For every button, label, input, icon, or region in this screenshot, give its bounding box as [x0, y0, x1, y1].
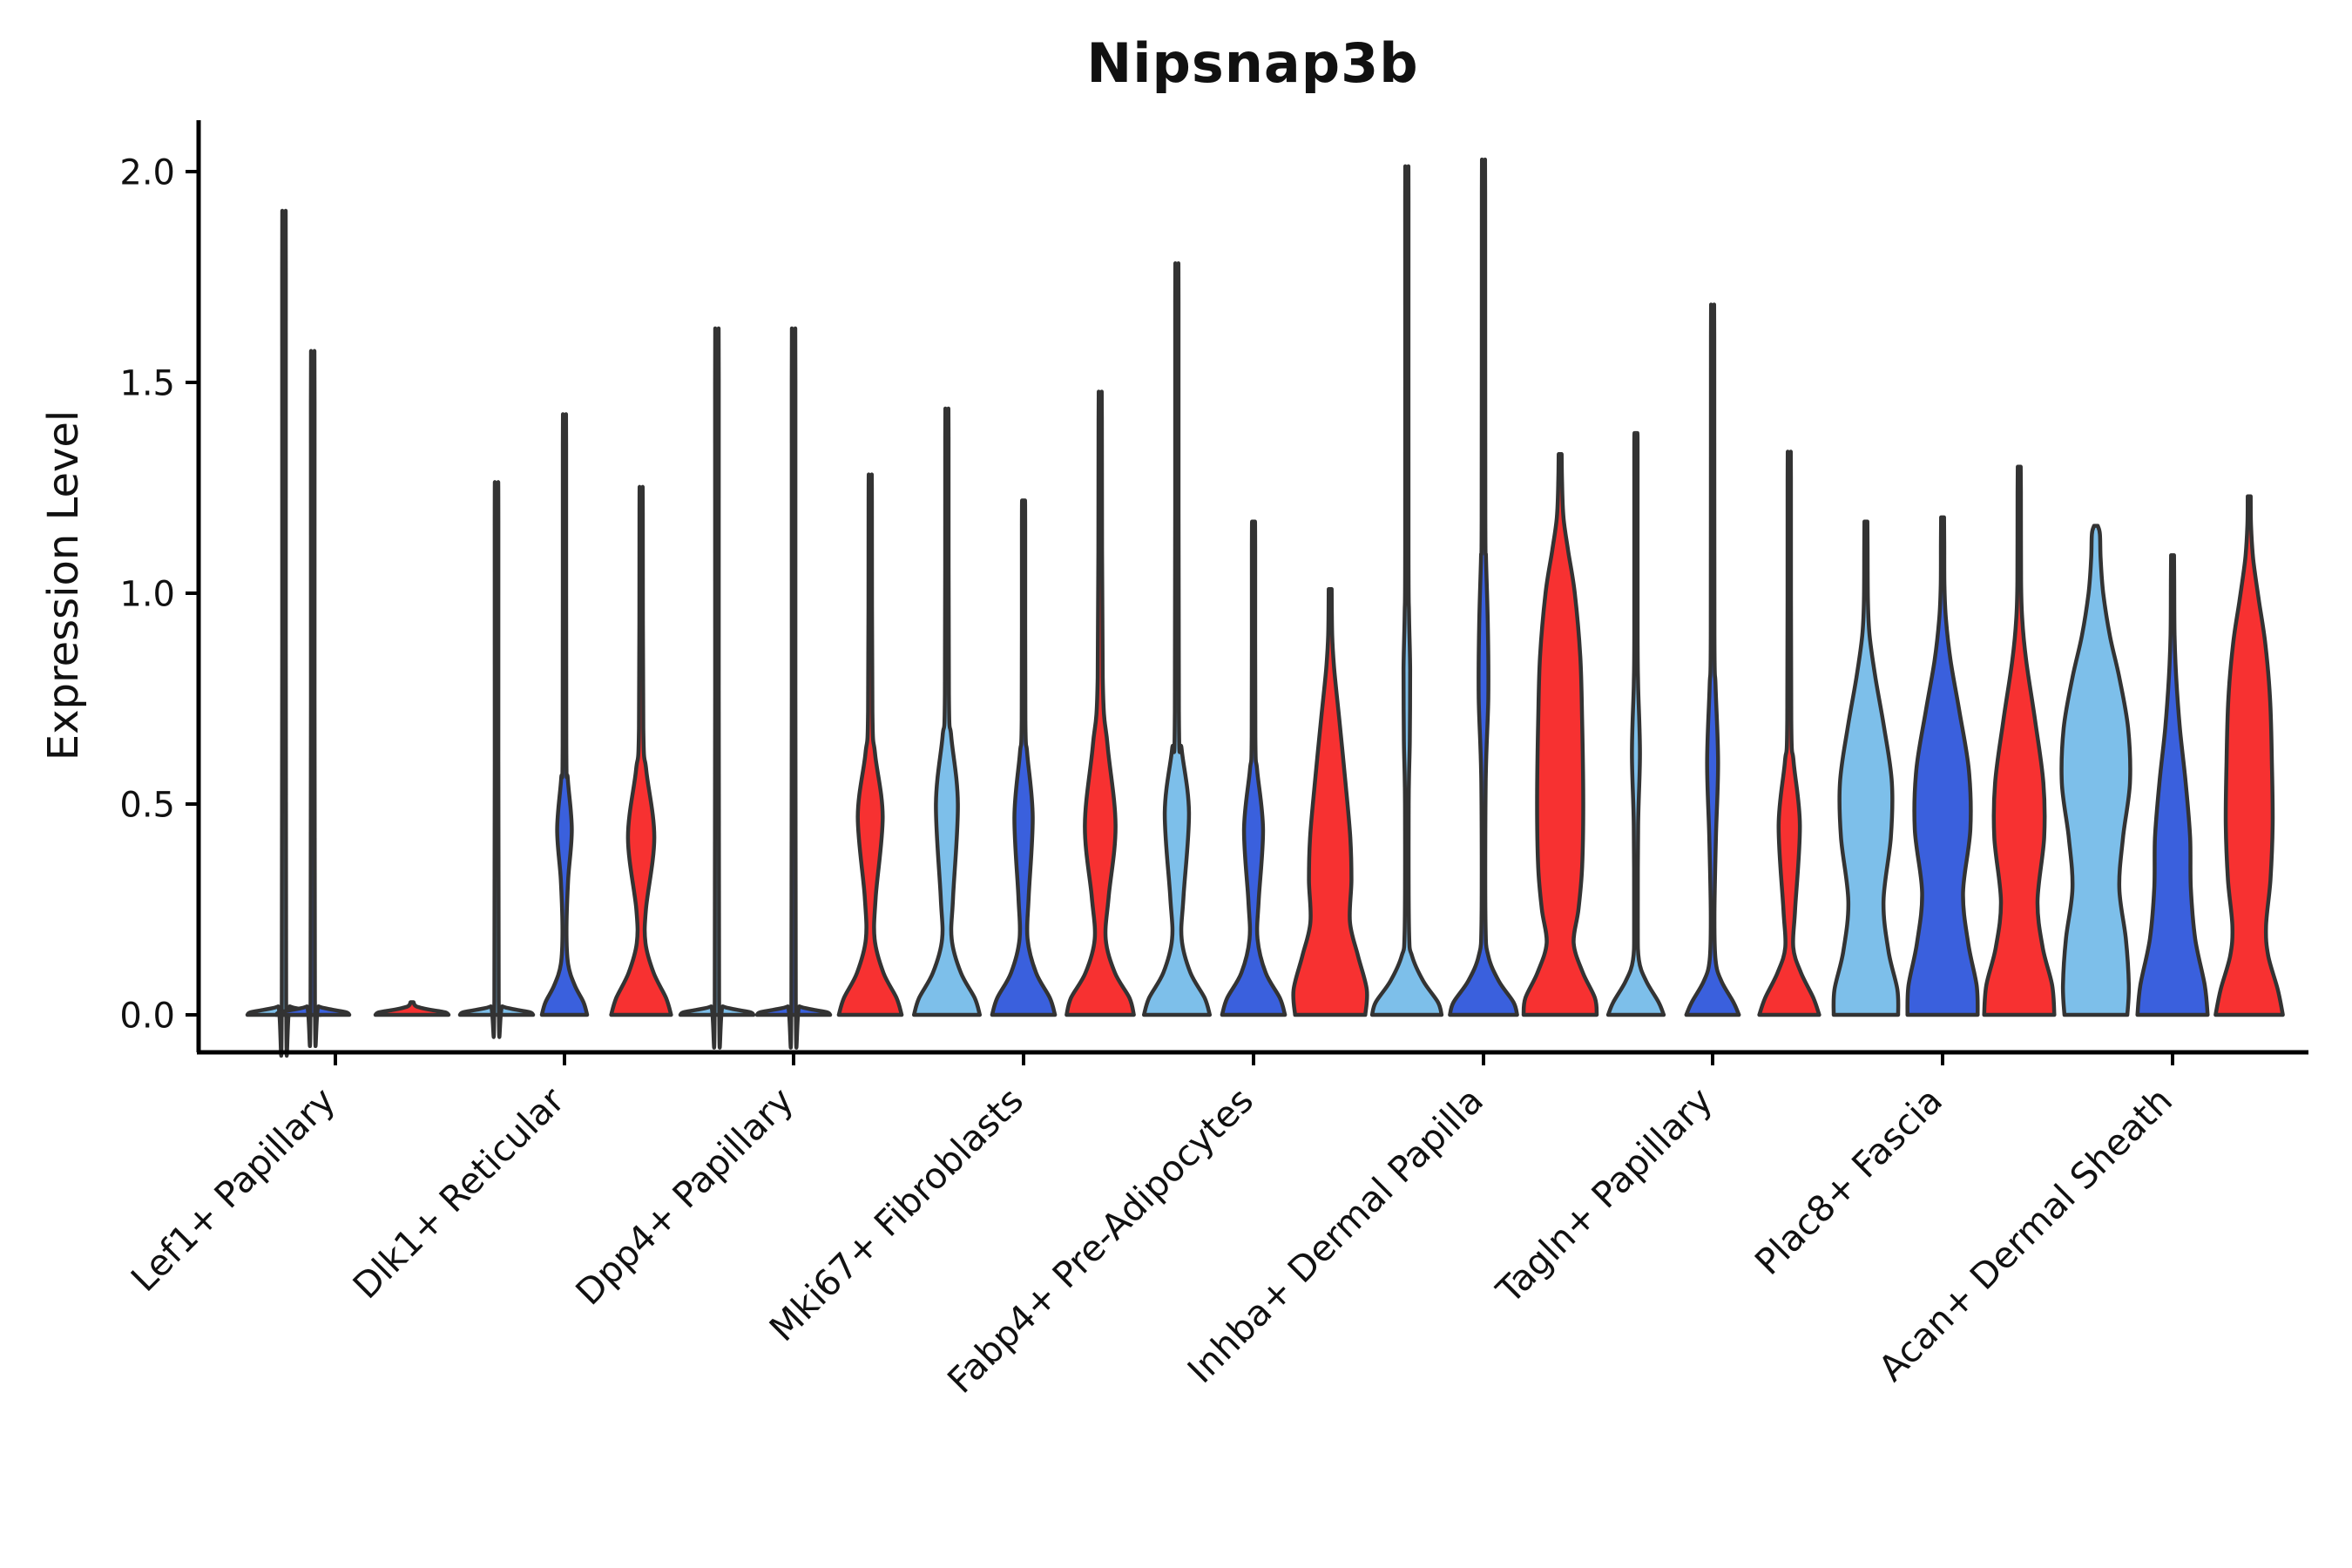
y-axis-label: Expression Level [39, 409, 88, 761]
violin-3-light_blue [911, 406, 983, 1017]
violin-6-red [1757, 449, 1821, 1017]
y-tick-label-3: 1.5 [119, 363, 175, 403]
violin-7-dark_blue [1905, 515, 1980, 1017]
violin-5-dark_blue [1448, 157, 1519, 1017]
violin-8-dark_blue [2135, 553, 2210, 1017]
violin-0-red [373, 1000, 451, 1017]
violin-0-dark_blue [274, 348, 352, 1048]
violin-7-light_blue [1831, 519, 1901, 1017]
x-tick-label-0: Lef1+ Papillary [123, 1079, 343, 1300]
violin-7-red [1982, 464, 2057, 1017]
violin-3-dark_blue [990, 498, 1058, 1017]
x-tick-label-1: Dlk1+ Reticular [345, 1079, 572, 1307]
violin-6-dark_blue [1684, 302, 1741, 1017]
violin-1-dark_blue [539, 412, 590, 1017]
x-tick-label-6: Tagln+ Papillary [1488, 1079, 1720, 1312]
violin-1-light_blue [457, 480, 536, 1039]
y-tick-label-4: 2.0 [119, 152, 175, 193]
violin-2-dark_blue [754, 326, 833, 1050]
violin-2-red [836, 472, 904, 1017]
violin-5-red [1521, 452, 1599, 1017]
violin-4-light_blue [1141, 261, 1213, 1017]
y-tick-label-1: 0.5 [119, 785, 175, 825]
violin-5-light_blue [1369, 164, 1444, 1017]
violin-1-red [609, 484, 673, 1017]
y-tick-label-0: 0.0 [119, 996, 175, 1036]
chart-title: Nipsnap3b [1086, 31, 1419, 95]
violin-4-red [1291, 586, 1369, 1017]
x-tick-label-7: Plac8+ Fascia [1747, 1079, 1950, 1283]
x-tick-label-3: Mki67+ Fibroblasts [761, 1079, 1031, 1349]
violin-2-light_blue [678, 326, 756, 1050]
x-tick-label-2: Dpp4+ Papillary [568, 1079, 801, 1313]
violin-6-light_blue [1605, 430, 1666, 1017]
violin-8-red [2213, 494, 2285, 1017]
y-tick-label-2: 1.0 [119, 574, 175, 614]
violin-8-light_blue [2059, 524, 2132, 1017]
violin-3-red [1064, 389, 1136, 1017]
violin-4-dark_blue [1220, 519, 1288, 1017]
